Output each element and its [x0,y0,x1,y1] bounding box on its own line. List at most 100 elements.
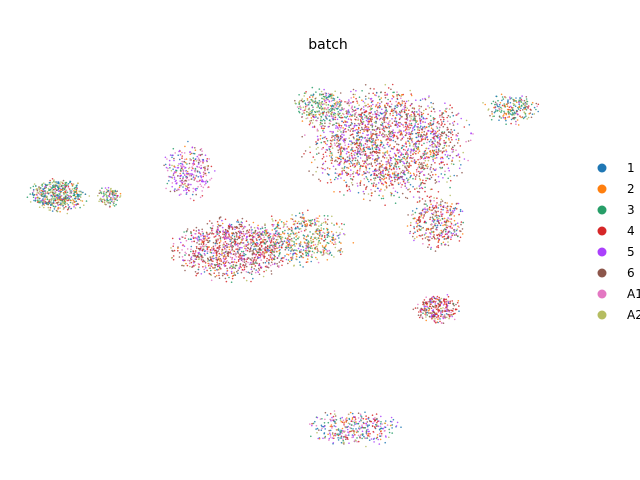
scatter-point [203,171,205,174]
scatter-point [320,141,323,144]
scatter-point [406,149,409,152]
scatter-point [449,141,452,144]
scatter-point [290,250,292,252]
scatter-point [415,152,417,155]
scatter-point [230,265,232,267]
scatter-point [431,131,434,133]
scatter-point [43,182,45,184]
scatter-point [238,227,240,230]
scatter-point [276,257,279,260]
scatter-point [217,239,219,242]
scatter-point [226,244,228,246]
scatter-point [216,242,218,245]
scatter-point [365,98,367,100]
scatter-point [287,254,290,256]
scatter-point [320,127,323,129]
scatter-point [425,153,427,155]
scatter-point [166,158,168,160]
scatter-point [205,182,207,185]
scatter-point [274,243,276,246]
scatter-point [253,226,256,229]
scatter-point [288,228,291,231]
scatter-point [307,240,310,242]
scatter-point [73,206,75,208]
scatter-point [345,152,348,155]
scatter-point [346,102,349,105]
scatter-point [375,116,377,119]
scatter-point [197,186,199,188]
scatter-point [346,115,349,118]
scatter-point [243,254,245,257]
scatter-point [366,129,369,131]
scatter-point [237,242,239,245]
scatter-point [385,182,388,185]
scatter-point [260,245,263,248]
scatter-point [443,150,445,152]
scatter-point [239,263,242,265]
scatter-point [371,118,373,121]
scatter-point [269,251,272,253]
scatter-point [402,124,404,126]
scatter-point [440,156,443,159]
scatter-point [303,216,305,219]
scatter-point [331,124,334,126]
scatter-point [188,186,190,189]
scatter-point [354,142,357,145]
scatter-point [181,168,184,171]
scatter-point [100,200,103,202]
scatter-point [382,125,384,127]
scatter-point [70,199,72,202]
scatter-point [42,188,44,190]
scatter-point [257,256,259,259]
scatter-point [425,165,428,167]
scatter-point [401,111,403,113]
scatter-point [395,110,397,113]
scatter-point [112,204,115,206]
scatter-point [438,116,441,118]
scatter-point [337,140,340,142]
scatter-point [243,261,246,264]
scatter-point [370,141,373,144]
scatter-point [376,128,379,130]
scatter-point [359,141,362,143]
scatter-point [48,182,51,184]
scatter-point [357,114,360,116]
scatter-point [211,255,214,258]
scatter-point [349,160,352,163]
scatter-point [56,183,58,185]
scatter-point [430,110,433,113]
scatter-point [84,193,87,195]
scatter-point [238,234,241,237]
scatter-point [430,130,432,133]
scatter-point [199,196,202,199]
scatter-point [232,232,234,234]
scatter-point [412,153,414,155]
scatter-point [398,167,401,170]
scatter-point [177,154,179,156]
scatter-point [436,127,439,129]
scatter-point [280,236,283,238]
scatter-point [372,103,374,106]
scatter-point [420,105,423,108]
scatter-point [381,182,384,185]
scatter-point [377,176,379,178]
scatter-point [392,173,394,175]
scatter-point [375,120,377,123]
scatter-point [189,158,191,160]
scatter-point [392,114,394,117]
scatter-point [330,162,333,164]
scatter-point [331,140,333,142]
scatter-point [208,158,210,160]
scatter-point [389,150,392,153]
scatter-point [358,150,361,153]
scatter-point [107,186,110,189]
scatter-point [219,260,221,262]
scatter-point [428,140,431,143]
scatter-point [405,113,408,115]
scatter-point [341,173,343,176]
scatter-point [112,198,114,200]
scatter-point [399,110,401,113]
scatter-point [239,242,242,245]
scatter-point [204,166,206,168]
scatter-point [204,253,206,256]
